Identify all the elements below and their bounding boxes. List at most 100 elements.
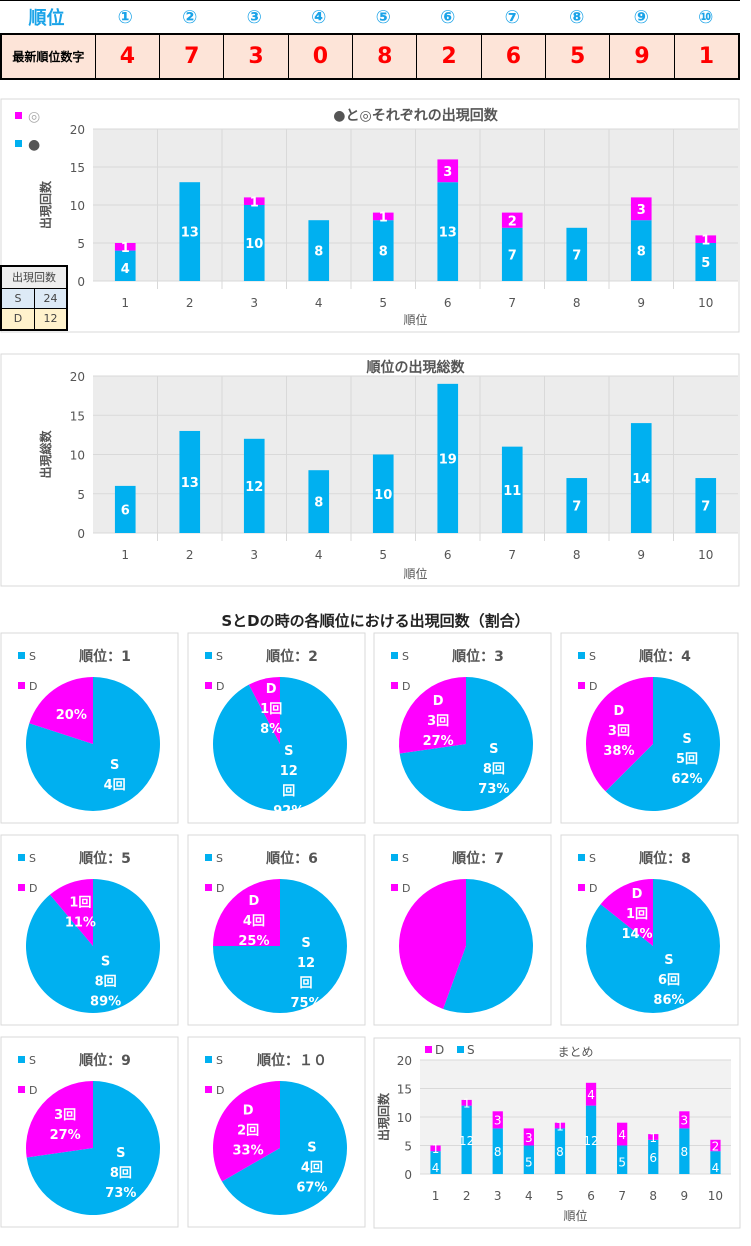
bar-segment [114, 243, 136, 251]
y-tick-label: 5 [77, 488, 85, 502]
bar-segment [585, 1105, 597, 1174]
data-label: 7 [572, 248, 581, 263]
data-label: 1 [463, 1097, 471, 1111]
legend-swatch [205, 1086, 212, 1093]
legend-swatch [578, 854, 585, 861]
bar-segment [430, 1145, 441, 1152]
pie-data-label: 4回 [104, 778, 126, 793]
count-row-s: S 24 [2, 287, 66, 309]
rank-6: ⑥ [440, 6, 456, 28]
bar-segment [437, 383, 459, 533]
data-label: 5 [701, 256, 710, 271]
x-axis-label: 順位 [403, 566, 427, 581]
data-label: 8 [681, 1145, 689, 1159]
pie-data-label: 62% [671, 772, 702, 787]
pie-chart-7: 順位：7 S D [373, 834, 552, 1026]
legend-swatch [18, 854, 25, 861]
data-label: 4 [432, 1161, 440, 1175]
bar-segment [554, 1122, 566, 1129]
data-label: 12 [583, 1134, 598, 1148]
legend-label: D [589, 882, 597, 895]
latest-digit-5: 8 [352, 35, 416, 78]
legend-label: S [589, 852, 596, 865]
rank-5: ⑤ [375, 6, 391, 28]
x-tick-label: 10 [698, 296, 713, 310]
count-row-d: D 12 [2, 308, 66, 329]
legend-label: ● [28, 137, 40, 153]
x-tick-label: 9 [681, 1189, 689, 1203]
bar-segment [437, 182, 459, 281]
pie-data-label: D [243, 1104, 254, 1119]
data-label: 12 [245, 480, 263, 495]
bar-segment [630, 220, 652, 281]
pie-data-label: D [249, 894, 260, 909]
legend-label: S [589, 650, 596, 663]
legend-label: D [29, 882, 37, 895]
bar-segment [630, 423, 652, 533]
data-label: 3 [443, 165, 452, 180]
bar-segment [554, 1128, 566, 1174]
data-label: 3 [637, 203, 646, 218]
legend-label: S [216, 650, 223, 663]
pie-data-label: 1回 [69, 895, 91, 910]
x-tick-label: 3 [494, 1189, 502, 1203]
pie-data-label: D [266, 682, 277, 697]
rank-10: ⑩ [698, 6, 714, 28]
pie-chart-8: 順位：8 S D S 6回 86% D 1回 14% [560, 834, 739, 1026]
data-label: 4 [121, 262, 130, 277]
rank-9: ⑨ [633, 6, 649, 28]
y-tick-label: 0 [77, 275, 85, 289]
bar-chart-0: 051015201412133101485816133772879831051●… [0, 98, 740, 333]
bar-segment [437, 159, 459, 183]
data-label: 3 [681, 1114, 689, 1128]
pie-chart-9: 順位：9 S D S 8回 73% 3回 27% [0, 1036, 179, 1228]
pie-data-label: 3回 [54, 1108, 76, 1123]
count-key: S [2, 288, 35, 309]
x-axis-label: 順位 [403, 312, 427, 327]
pie-slice-d [26, 1081, 94, 1158]
pie-data-label: S [307, 1140, 316, 1155]
legend-label: D [402, 882, 410, 895]
x-tick-label: 1 [121, 548, 129, 562]
pie-data-label: 67% [296, 1180, 327, 1195]
bar-segment [617, 1122, 628, 1146]
pie-data-label: 回 [282, 784, 295, 799]
data-label: 3 [494, 1114, 502, 1128]
bar-segment [501, 227, 523, 281]
latest-digits-label: 最新順位数字 [12, 50, 85, 64]
x-tick-label: 8 [573, 296, 581, 310]
legend-swatch [18, 682, 25, 689]
pie-data-label: 89% [90, 995, 121, 1010]
x-tick-label: 2 [186, 548, 194, 562]
pie-data-label: 8回 [483, 762, 505, 777]
pie-data-label: 27% [423, 734, 454, 749]
data-label: 4 [618, 1128, 626, 1142]
legend-label: D [216, 1084, 224, 1097]
pie-data-label: 33% [233, 1144, 264, 1159]
data-label: 8 [637, 245, 646, 260]
x-tick-label: 5 [379, 548, 387, 562]
count-key: D [2, 309, 35, 329]
y-tick-label: 15 [397, 1083, 412, 1097]
legend-label: D [216, 680, 224, 693]
pie-data-label: 4回 [301, 1160, 323, 1175]
bar-segment [523, 1128, 534, 1146]
legend-label: D [402, 680, 410, 693]
bar-segment [308, 220, 330, 281]
legend-label: S [29, 1054, 36, 1067]
pie-data-label: 92% [273, 804, 304, 819]
bar-segment [695, 478, 717, 533]
x-tick-label: 2 [186, 296, 194, 310]
x-tick-label: 1 [121, 296, 129, 310]
legend-swatch [391, 884, 398, 891]
pie-data-label: D [433, 694, 444, 709]
pie-data-label: 73% [478, 782, 509, 797]
x-tick-label: 10 [698, 548, 713, 562]
x-tick-label: 3 [250, 296, 258, 310]
latest-digit-7: 6 [480, 35, 545, 78]
pie-data-label: 5回 [676, 752, 698, 767]
bar-segment [710, 1139, 721, 1152]
data-label: 7 [572, 500, 581, 515]
data-label: 13 [181, 226, 199, 241]
